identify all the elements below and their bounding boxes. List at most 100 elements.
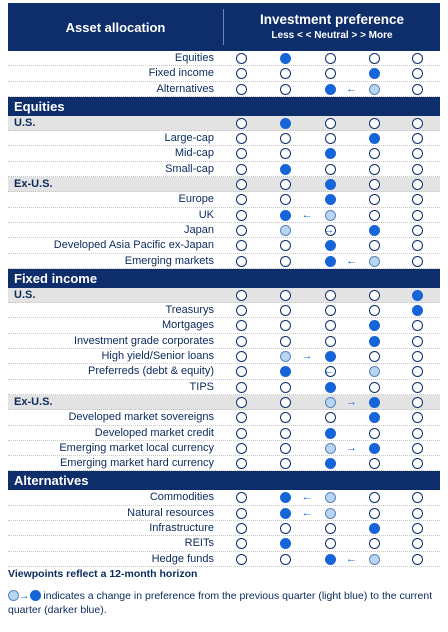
preference-circle-icon <box>324 442 336 454</box>
row-divider <box>8 317 440 319</box>
horizon-note: Viewpoints reflect a 12-month horizon <box>8 568 198 580</box>
legend-text: indicates a change in preference from th… <box>8 590 433 616</box>
preference-circle-icon <box>324 507 336 519</box>
table-row: Preferreds (debt & equity) ← <box>8 364 440 380</box>
row-divider <box>8 332 440 334</box>
change-arrow-icon: → <box>19 590 30 602</box>
table-row: Emerging market hard currency <box>8 456 440 472</box>
preference-circle-icon <box>368 412 380 424</box>
preference-circle-icon <box>235 117 247 129</box>
preference-circle-icon <box>411 412 423 424</box>
row-divider <box>8 145 440 147</box>
preference-circle-icon <box>411 240 423 252</box>
preference-circle-icon <box>324 381 336 393</box>
change-arrow-icon: ← <box>301 491 313 504</box>
preference-circle-icon <box>411 148 423 160</box>
row-label: Alternatives <box>156 82 214 95</box>
preference-circle-icon <box>279 553 291 565</box>
preference-circle-icon <box>411 289 423 301</box>
table-row: REITs <box>8 536 440 552</box>
preference-circle-icon <box>279 163 291 175</box>
previous-quarter-circle-icon <box>8 590 19 601</box>
table-row: Developed market credit <box>8 426 440 441</box>
preference-circle-icon <box>368 553 380 565</box>
row-divider <box>8 160 440 162</box>
preference-circle-icon <box>411 366 423 378</box>
preference-circle-icon <box>368 320 380 332</box>
preference-circle-icon <box>368 194 380 206</box>
preference-circle-icon <box>411 320 423 332</box>
preference-circle-icon <box>368 117 380 129</box>
preference-circle-icon <box>235 427 247 439</box>
preference-circle-icon <box>324 320 336 332</box>
preference-circle-icon <box>235 553 247 565</box>
preference-circle-icon <box>235 148 247 160</box>
preference-circle-icon <box>235 442 247 454</box>
preference-circle-icon <box>368 255 380 267</box>
preference-circle-icon <box>279 224 291 236</box>
footnote: Viewpoints reflect a 12-month horizon → … <box>8 568 440 617</box>
preference-circle-icon <box>324 53 336 64</box>
section-header: Alternatives <box>8 471 440 491</box>
preference-circle-icon <box>411 224 423 236</box>
preference-circle-icon <box>235 507 247 519</box>
preference-circle-icon <box>279 351 291 363</box>
table-row: TIPS <box>8 380 440 395</box>
table-row: Mortgages <box>8 318 440 334</box>
table-row: Japan → <box>8 223 440 239</box>
row-divider <box>8 520 440 522</box>
row-label: Preferreds (debt & equity) <box>88 365 214 378</box>
preference-circle-icon <box>324 68 336 80</box>
table-row: Large-cap <box>8 131 440 147</box>
preference-circle-icon <box>324 523 336 535</box>
row-label: UK <box>198 208 214 221</box>
preference-circle-icon <box>368 381 380 393</box>
preference-circle-icon <box>235 320 247 332</box>
preference-circle-icon <box>235 396 247 408</box>
allocation-table: Asset allocation Investment preference L… <box>8 3 440 567</box>
preference-circle-icon <box>411 458 423 470</box>
preference-circle-icon <box>411 507 423 519</box>
preference-circle-icon <box>411 538 423 550</box>
preference-circle-icon <box>411 427 423 439</box>
row-divider <box>8 80 440 82</box>
table-row: Treasurys <box>8 303 440 319</box>
row-label: Emerging market hard currency <box>59 457 214 470</box>
preference-circle-icon <box>324 148 336 160</box>
preference-circle-icon <box>411 68 423 80</box>
table-row: Mid-cap <box>8 146 440 162</box>
preference-circle-icon <box>324 553 336 565</box>
section-header: Fixed income <box>8 268 440 288</box>
preference-circle-icon <box>279 148 291 160</box>
preference-circle-icon <box>411 83 423 95</box>
asset-allocation-heading: Asset allocation <box>65 19 166 35</box>
row-label: REITs <box>184 537 214 550</box>
row-divider <box>8 455 440 457</box>
preference-circle-icon <box>324 133 336 145</box>
change-arrow-icon: ← <box>346 254 357 267</box>
table-row: Hedge funds ← <box>8 552 440 567</box>
legend-note: → indicates a change in preference from … <box>8 589 440 617</box>
preference-circle-icon <box>411 381 423 393</box>
change-arrow-icon: ← <box>301 208 313 221</box>
preference-circle-icon <box>324 240 336 252</box>
preference-circle-icon <box>324 255 336 267</box>
preference-circle-icon <box>411 179 423 191</box>
preference-circle-icon <box>279 335 291 347</box>
row-label: Large-cap <box>164 132 214 145</box>
row-label: Emerging market local currency <box>59 441 214 454</box>
preference-circle-icon <box>368 538 380 550</box>
preference-circle-icon <box>324 289 336 301</box>
preference-circle-icon <box>235 68 247 80</box>
preference-circle-icon <box>235 538 247 550</box>
table-body: Equities Fixed income Alternatives ← Equitie… <box>8 51 440 567</box>
change-arrow-icon: ← <box>346 552 357 565</box>
preference-circle-icon <box>324 427 336 439</box>
preference-circle-icon <box>235 163 247 175</box>
preference-circle-icon <box>411 194 423 206</box>
preference-circle-icon <box>324 351 336 363</box>
preference-circle-icon <box>368 68 380 80</box>
table-row: High yield/Senior loans → <box>8 349 440 365</box>
row-divider <box>8 237 440 239</box>
row-label: Equities <box>14 98 65 114</box>
